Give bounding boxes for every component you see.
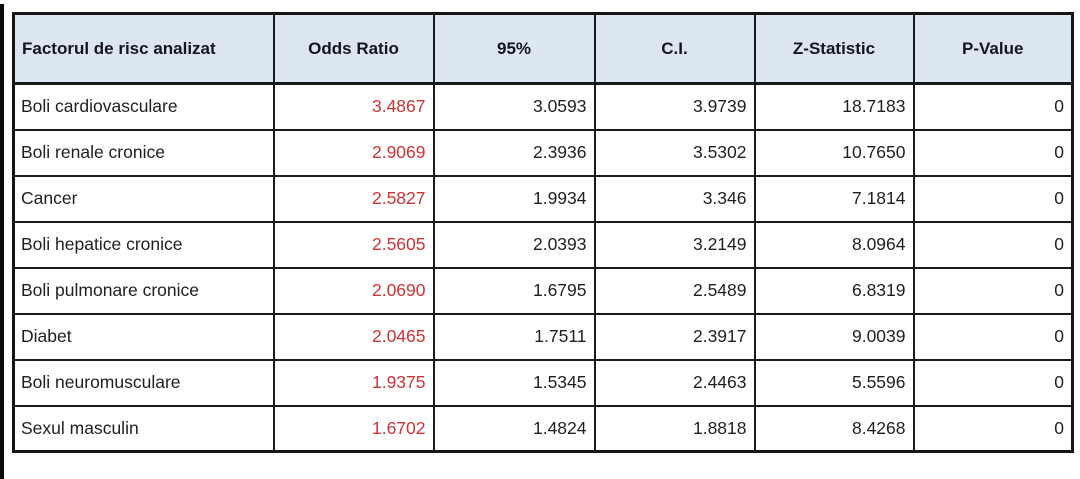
cell-odds-ratio: 2.0690: [272, 266, 435, 315]
header-odds-ratio: Odds Ratio: [272, 12, 435, 85]
cell-ci-upper: 2.4463: [593, 358, 756, 407]
cell-z-statistic: 7.1814: [753, 174, 915, 223]
header-p-value: P-Value: [912, 12, 1074, 85]
cell-p-value: 0: [912, 312, 1074, 361]
cell-odds-ratio: 3.4867: [272, 82, 435, 131]
cell-p-value: 0: [912, 404, 1074, 453]
cell-odds-ratio: 2.0465: [272, 312, 435, 361]
cell-ci-lower: 1.6795: [432, 266, 596, 315]
cell-ci-lower: 1.7511: [432, 312, 596, 361]
header-factor: Factorul de risc analizat: [12, 12, 275, 85]
cell-ci-upper: 3.5302: [593, 128, 756, 177]
cell-ci-lower: 3.0593: [432, 82, 596, 131]
cell-ci-upper: 3.9739: [593, 82, 756, 131]
table-row: Boli cardiovasculare 3.4867 3.0593 3.973…: [12, 82, 1074, 131]
cell-p-value: 0: [912, 82, 1074, 131]
cell-z-statistic: 5.5596: [753, 358, 915, 407]
cell-z-statistic: 18.7183: [753, 82, 915, 131]
table-row: Cancer 2.5827 1.9934 3.346 7.1814 0: [12, 174, 1074, 223]
cell-z-statistic: 8.4268: [753, 404, 915, 453]
cell-ci-lower: 1.9934: [432, 174, 596, 223]
cell-factor: Boli cardiovasculare: [12, 82, 275, 131]
risk-factors-table: Factorul de risc analizat Odds Ratio 95%…: [12, 12, 1074, 453]
cell-p-value: 0: [912, 174, 1074, 223]
cell-factor: Boli neuromusculare: [12, 358, 275, 407]
cell-odds-ratio: 2.5605: [272, 220, 435, 269]
cell-z-statistic: 8.0964: [753, 220, 915, 269]
cell-ci-lower: 1.4824: [432, 404, 596, 453]
cell-z-statistic: 10.7650: [753, 128, 915, 177]
cell-ci-lower: 1.5345: [432, 358, 596, 407]
page-border-left: [0, 4, 4, 479]
cell-p-value: 0: [912, 358, 1074, 407]
cell-factor: Cancer: [12, 174, 275, 223]
table-row: Sexul masculin 1.6702 1.4824 1.8818 8.42…: [12, 404, 1074, 453]
cell-factor: Boli renale cronice: [12, 128, 275, 177]
cell-p-value: 0: [912, 220, 1074, 269]
header-row: Factorul de risc analizat Odds Ratio 95%…: [12, 12, 1074, 85]
cell-ci-lower: 2.3936: [432, 128, 596, 177]
cell-p-value: 0: [912, 266, 1074, 315]
cell-ci-upper: 3.2149: [593, 220, 756, 269]
table-row: Boli pulmonare cronice 2.0690 1.6795 2.5…: [12, 266, 1074, 315]
cell-factor: Sexul masculin: [12, 404, 275, 453]
cell-ci-upper: 2.3917: [593, 312, 756, 361]
cell-odds-ratio: 2.9069: [272, 128, 435, 177]
cell-ci-upper: 2.5489: [593, 266, 756, 315]
cell-factor: Diabet: [12, 312, 275, 361]
cell-p-value: 0: [912, 128, 1074, 177]
table-row: Boli neuromusculare 1.9375 1.5345 2.4463…: [12, 358, 1074, 407]
cell-z-statistic: 9.0039: [753, 312, 915, 361]
cell-factor: Boli pulmonare cronice: [12, 266, 275, 315]
table-row: Boli renale cronice 2.9069 2.3936 3.5302…: [12, 128, 1074, 177]
cell-z-statistic: 6.8319: [753, 266, 915, 315]
table-row: Boli hepatice cronice 2.5605 2.0393 3.21…: [12, 220, 1074, 269]
cell-ci-lower: 2.0393: [432, 220, 596, 269]
cell-odds-ratio: 1.9375: [272, 358, 435, 407]
cell-ci-upper: 1.8818: [593, 404, 756, 453]
cell-ci-upper: 3.346: [593, 174, 756, 223]
table-row: Diabet 2.0465 1.7511 2.3917 9.0039 0: [12, 312, 1074, 361]
header-ci: C.I.: [593, 12, 756, 85]
cell-odds-ratio: 1.6702: [272, 404, 435, 453]
cell-factor: Boli hepatice cronice: [12, 220, 275, 269]
cell-odds-ratio: 2.5827: [272, 174, 435, 223]
header-z-statistic: Z-Statistic: [753, 12, 915, 85]
header-95-percent: 95%: [432, 12, 596, 85]
